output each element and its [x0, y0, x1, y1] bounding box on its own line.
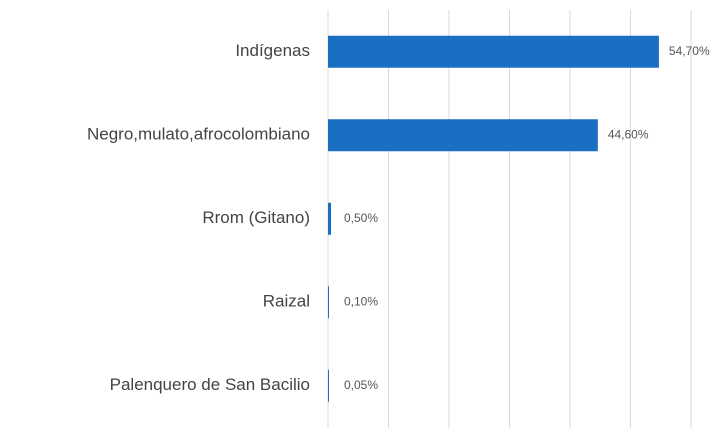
category-label: Indígenas	[235, 41, 310, 60]
bar	[328, 286, 329, 319]
category-label: Raizal	[263, 292, 310, 311]
value-label: 0,10%	[344, 294, 378, 308]
value-label: 54,70%	[669, 44, 710, 58]
category-label: Negro,mulato,afrocolombiano	[87, 125, 310, 144]
bar	[328, 369, 329, 402]
bar	[328, 119, 598, 152]
bar	[328, 35, 659, 68]
value-label: 44,60%	[608, 127, 649, 141]
category-label: Palenquero de San Bacilio	[110, 375, 310, 394]
bar	[328, 202, 332, 235]
category-label: Rrom (Gitano)	[202, 208, 310, 227]
value-label: 0,50%	[344, 211, 378, 225]
value-label: 0,05%	[344, 378, 378, 392]
